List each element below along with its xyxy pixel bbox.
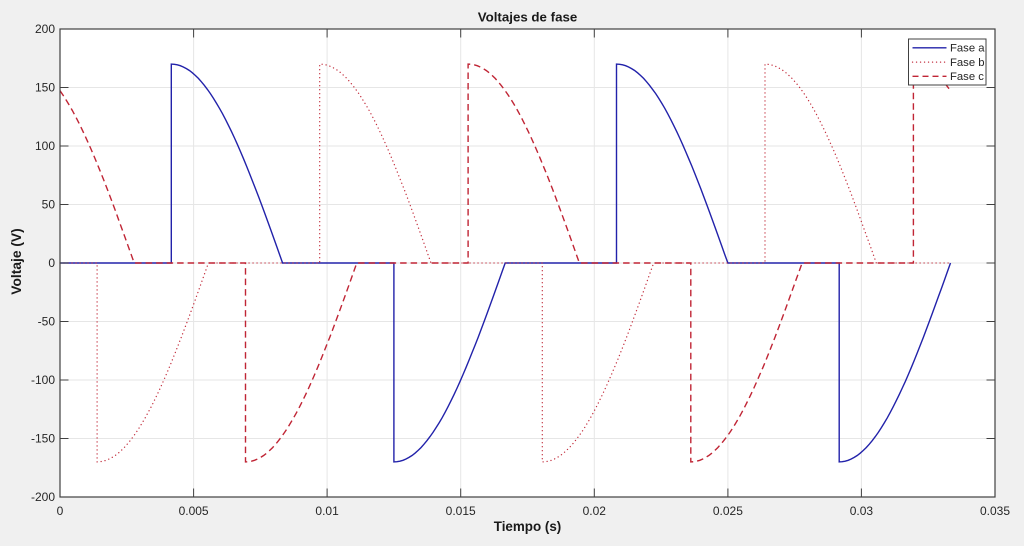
- svg-text:-150: -150: [31, 432, 55, 446]
- svg-text:0.015: 0.015: [446, 504, 476, 518]
- svg-text:50: 50: [42, 198, 56, 212]
- svg-text:Voltaje (V): Voltaje (V): [9, 228, 24, 294]
- svg-text:Fase c: Fase c: [950, 71, 984, 83]
- svg-text:-200: -200: [31, 490, 55, 504]
- svg-text:-100: -100: [31, 373, 55, 387]
- svg-text:-50: -50: [38, 315, 56, 329]
- svg-text:0.035: 0.035: [980, 504, 1010, 518]
- svg-text:150: 150: [35, 81, 55, 95]
- svg-text:0.025: 0.025: [713, 504, 743, 518]
- svg-text:200: 200: [35, 22, 55, 36]
- svg-text:0.01: 0.01: [315, 504, 339, 518]
- svg-text:0: 0: [57, 504, 64, 518]
- svg-text:0: 0: [48, 256, 55, 270]
- svg-text:0.005: 0.005: [179, 504, 209, 518]
- svg-text:Fase b: Fase b: [950, 57, 985, 69]
- svg-text:Tiempo (s): Tiempo (s): [494, 519, 561, 534]
- svg-text:0.02: 0.02: [583, 504, 607, 518]
- svg-text:Fase a: Fase a: [950, 43, 985, 55]
- svg-text:100: 100: [35, 139, 55, 153]
- svg-text:0.03: 0.03: [850, 504, 874, 518]
- svg-text:Voltajes de fase: Voltajes de fase: [478, 10, 578, 25]
